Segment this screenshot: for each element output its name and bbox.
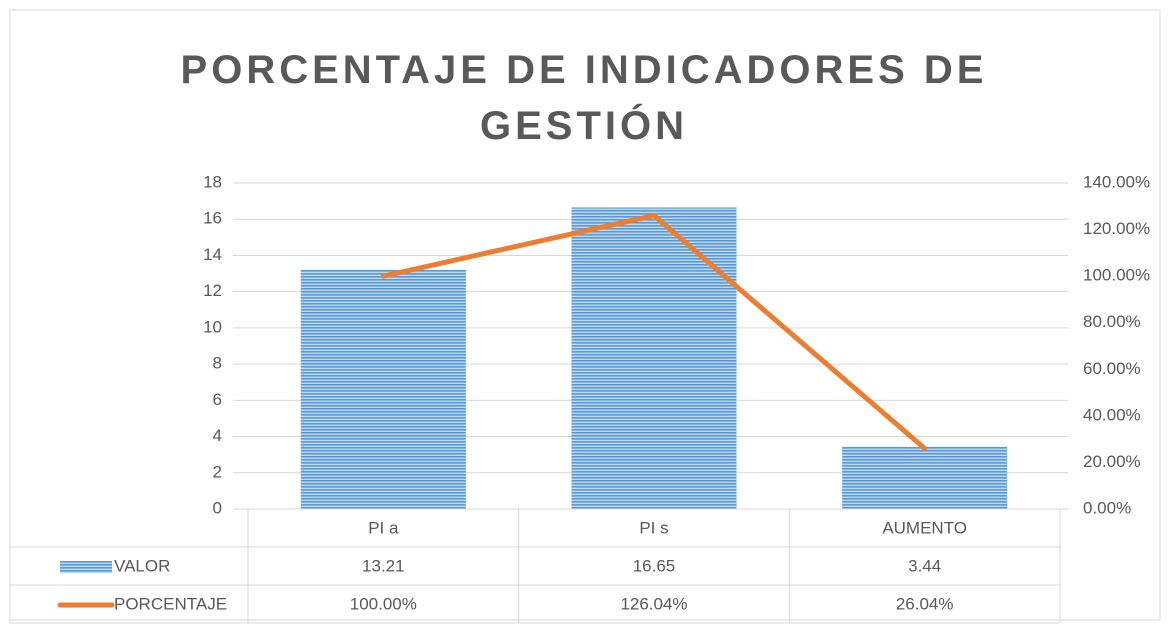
y-tick-label: 6 [213, 390, 222, 409]
x-tick-label: PI a [368, 518, 399, 537]
bar [842, 446, 1008, 509]
y-tick-label: 4 [213, 426, 222, 445]
y-tick-label: 8 [213, 354, 222, 373]
y-tick-label: 18 [203, 172, 222, 191]
chart-title: PORCENTAJE DE INDICADORES DE GESTIÓN [180, 48, 988, 148]
y-tick-label: 2 [213, 462, 222, 481]
y2-tick-label: 80.00% [1083, 312, 1141, 331]
y2-tick-label: 120.00% [1083, 219, 1150, 238]
line [380, 213, 928, 451]
y2-tick-label: 100.00% [1083, 266, 1150, 285]
table-value: 13.21 [362, 556, 405, 575]
y2-tick-label: 40.00% [1083, 405, 1141, 424]
bar [300, 269, 466, 509]
y2-tick-label: 60.00% [1083, 359, 1141, 378]
y2-tick-label: 140.00% [1083, 172, 1150, 191]
y2-tick-label: 20.00% [1083, 452, 1141, 471]
table-value: 16.65 [633, 556, 676, 575]
table-value: 3.44 [908, 556, 941, 575]
legend-key [60, 561, 112, 573]
y-tick-label: 16 [203, 209, 222, 228]
y-tick-label: 14 [203, 245, 222, 264]
table-value: 100.00% [350, 594, 417, 613]
table-value: 26.04% [896, 594, 954, 613]
legend-label: PORCENTAJE [114, 594, 227, 613]
x-tick-label: AUMENTO [882, 518, 967, 537]
bar [571, 207, 737, 509]
y-tick-label: 10 [203, 317, 222, 336]
y2-tick-label: 0.00% [1083, 498, 1131, 517]
x-tick-label: PI s [639, 518, 668, 537]
chart-border [9, 9, 1161, 621]
y-tick-label: 0 [213, 498, 222, 517]
legend-label: VALOR [114, 556, 170, 575]
y-tick-label: 12 [203, 281, 222, 300]
table-value: 126.04% [620, 594, 687, 613]
